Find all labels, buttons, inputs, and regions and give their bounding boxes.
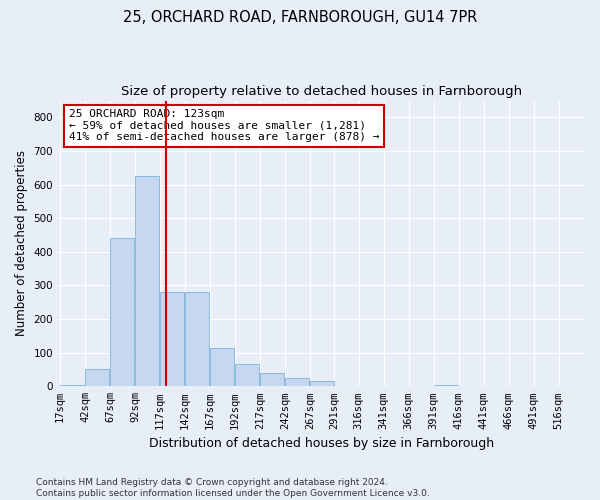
Bar — [85, 370, 109, 386]
X-axis label: Distribution of detached houses by size in Farnborough: Distribution of detached houses by size … — [149, 437, 494, 450]
Y-axis label: Number of detached properties: Number of detached properties — [15, 150, 28, 336]
Bar — [110, 238, 134, 386]
Text: 25 ORCHARD ROAD: 123sqm
← 59% of detached houses are smaller (1,281)
41% of semi: 25 ORCHARD ROAD: 123sqm ← 59% of detache… — [68, 109, 379, 142]
Bar — [210, 348, 235, 387]
Text: Contains HM Land Registry data © Crown copyright and database right 2024.
Contai: Contains HM Land Registry data © Crown c… — [36, 478, 430, 498]
Bar — [160, 292, 184, 386]
Title: Size of property relative to detached houses in Farnborough: Size of property relative to detached ho… — [121, 85, 522, 98]
Bar — [235, 364, 259, 386]
Bar — [60, 384, 85, 386]
Bar — [260, 373, 284, 386]
Bar — [135, 176, 160, 386]
Bar — [434, 384, 458, 386]
Bar — [285, 378, 309, 386]
Bar — [310, 382, 334, 386]
Text: 25, ORCHARD ROAD, FARNBOROUGH, GU14 7PR: 25, ORCHARD ROAD, FARNBOROUGH, GU14 7PR — [123, 10, 477, 25]
Bar — [185, 292, 209, 386]
